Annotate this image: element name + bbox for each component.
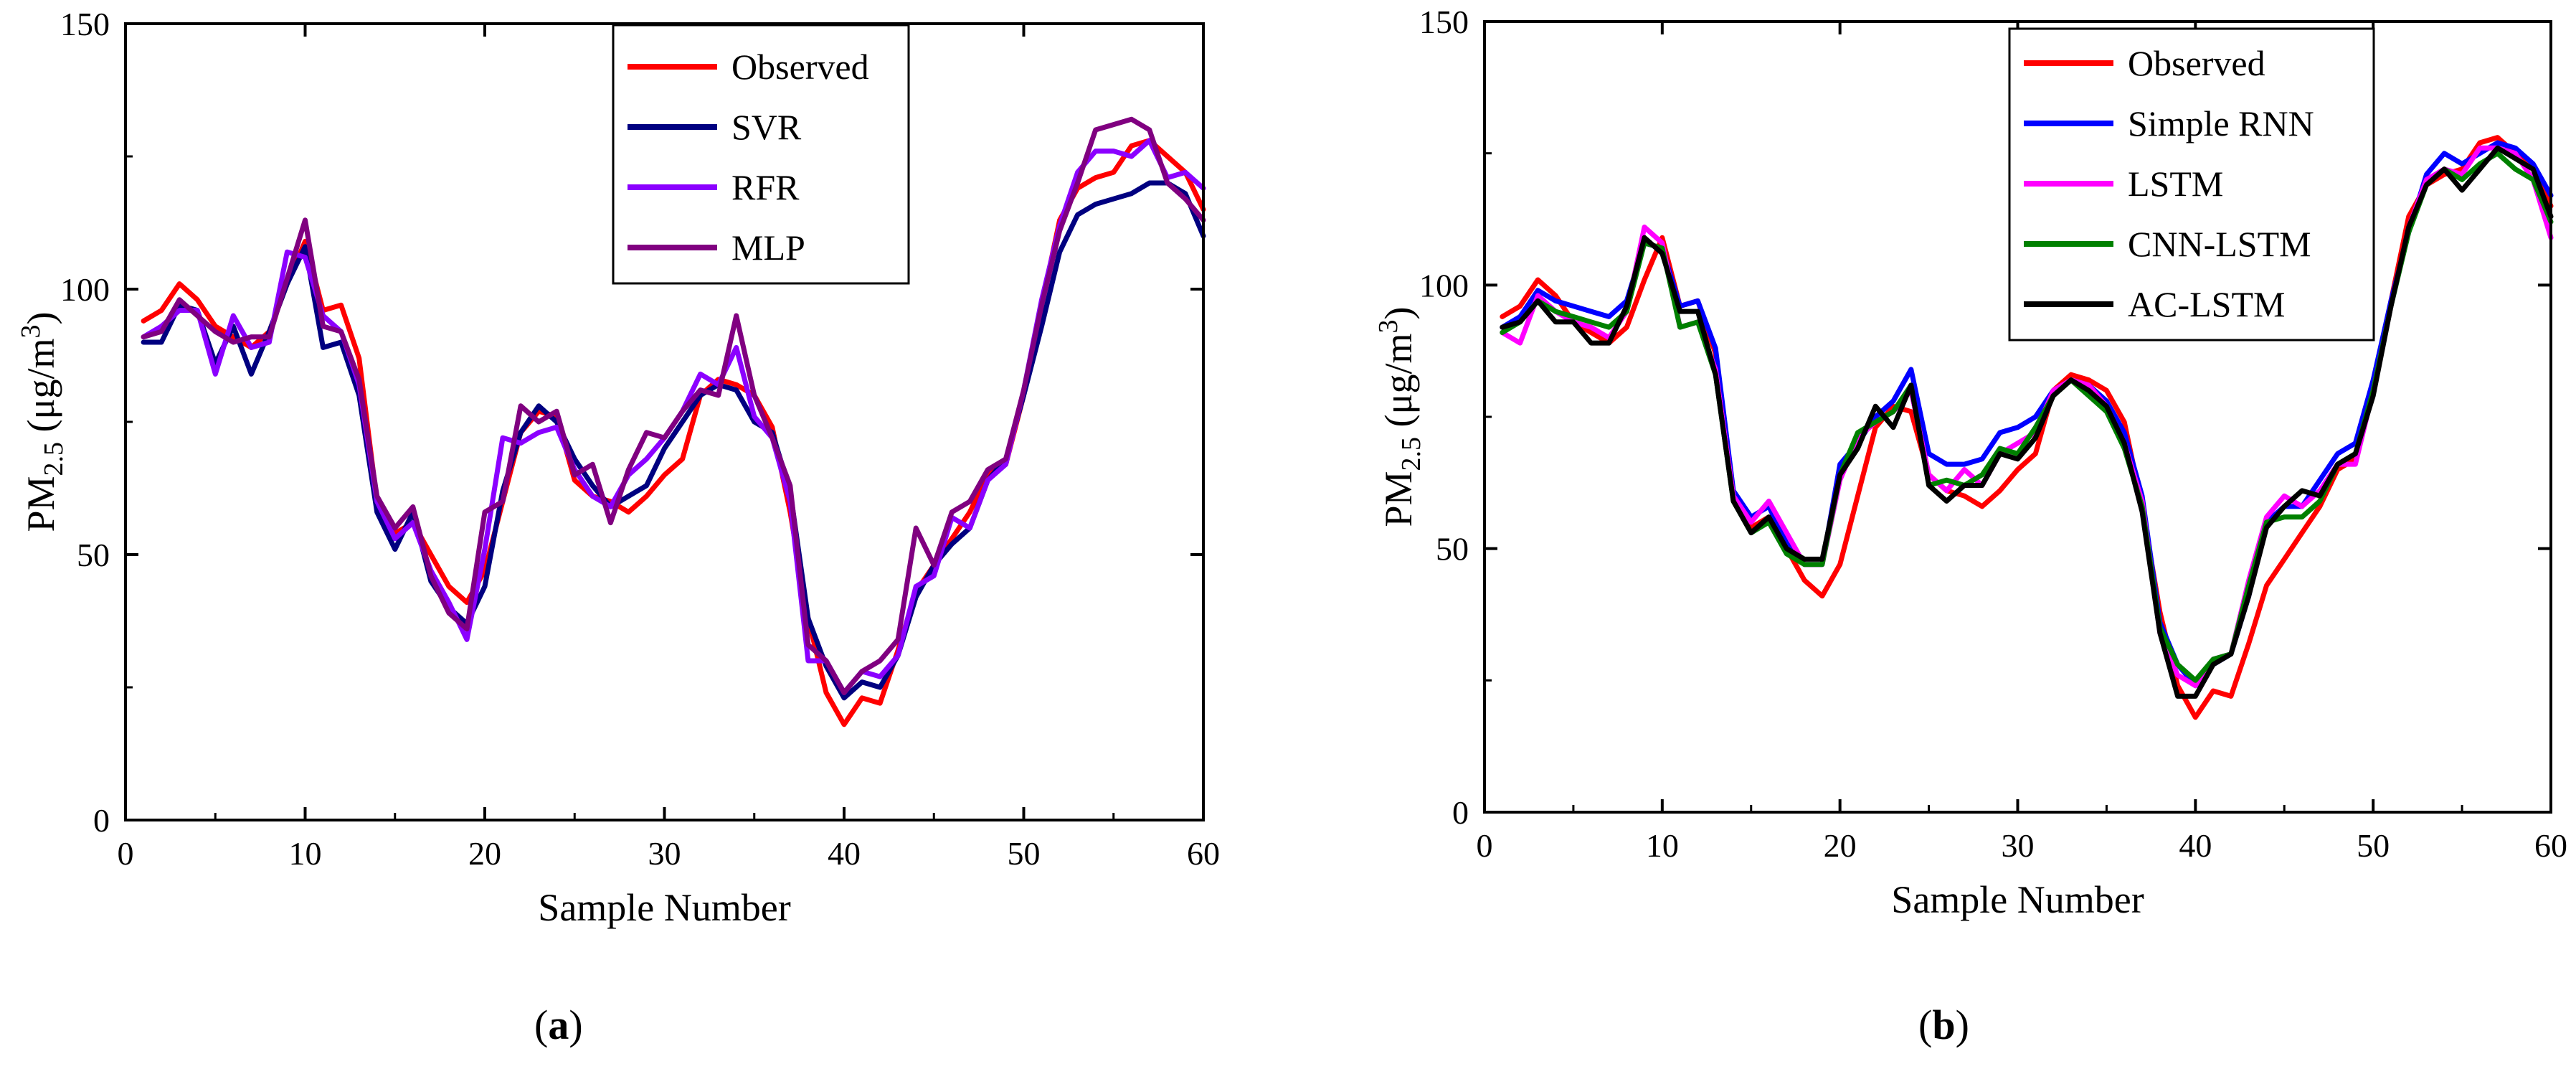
legend-label-rfr: RFR bbox=[731, 167, 800, 207]
panel-label-a-letter: a bbox=[548, 1002, 569, 1048]
chart-a: 0 10 20 30 40 50 60 Sample Number 0 50 100 150 PM2.5… bbox=[16, 6, 1220, 929]
y-axis-label-sup: 3 bbox=[16, 324, 46, 338]
x-axis: 0 10 20 30 40 50 60 Sample Number bbox=[1477, 22, 2567, 921]
x-tick-label: 50 bbox=[2357, 827, 2390, 864]
series-line-mlp bbox=[141, 116, 1206, 695]
y-tick-label: 100 bbox=[60, 271, 110, 308]
legend-label-cnn-lstm: CNN-LSTM bbox=[2128, 224, 2311, 264]
x-tick-label: 0 bbox=[118, 835, 134, 872]
y-tick-label: 0 bbox=[1452, 794, 1469, 831]
x-tick-label: 60 bbox=[2534, 827, 2567, 864]
legend-label-ac-lstm: AC-LSTM bbox=[2128, 284, 2285, 324]
panel-label-b: (b) bbox=[1918, 1001, 1969, 1049]
x-tick-label: 40 bbox=[828, 835, 861, 872]
x-axis: 0 10 20 30 40 50 60 Sample Number bbox=[118, 24, 1220, 929]
panel-label-b-open: ( bbox=[1918, 1002, 1933, 1048]
y-axis-label-main: PM bbox=[19, 476, 62, 532]
legend: Observed Simple RNN LSTM CNN-LSTM AC-LSTM bbox=[2008, 27, 2375, 342]
x-tick-label: 20 bbox=[1824, 827, 1857, 864]
y-axis: 0 50 100 150 PM2.5 (μg/m3) bbox=[16, 6, 1203, 839]
legend-label-observed: Observed bbox=[731, 47, 869, 87]
y-axis-label-sub: 2.5 bbox=[1396, 437, 1426, 471]
legend-label-lstm: LSTM bbox=[2128, 164, 2223, 204]
x-tick-label: 10 bbox=[289, 835, 322, 872]
legend-label-simple-rnn: Simple RNN bbox=[2128, 103, 2314, 143]
series-group-a bbox=[141, 116, 1206, 727]
y-tick-label: 150 bbox=[60, 6, 110, 42]
x-tick-label: 10 bbox=[1646, 827, 1679, 864]
legend-label-mlp: MLP bbox=[731, 227, 805, 268]
y-axis-label-sub: 2.5 bbox=[39, 442, 69, 476]
y-axis-label: PM2.5 (μg/m3) bbox=[1373, 307, 1426, 527]
legend: Observed SVR RFR MLP bbox=[612, 24, 910, 285]
x-tick-label: 20 bbox=[468, 835, 501, 872]
y-axis-label: PM2.5 (μg/m3) bbox=[16, 312, 69, 532]
series-line-ac-lstm bbox=[1500, 145, 2554, 699]
series-group-b bbox=[1500, 135, 2554, 720]
legend-label-svr: SVR bbox=[731, 107, 802, 147]
y-axis-label-sup: 3 bbox=[1373, 319, 1403, 333]
x-tick-label: 40 bbox=[2179, 827, 2212, 864]
panel-label-a-close: ) bbox=[569, 1002, 583, 1048]
x-tick-label: 0 bbox=[1477, 827, 1493, 864]
y-tick-label: 0 bbox=[93, 802, 110, 839]
x-axis-label: Sample Number bbox=[1891, 878, 2144, 921]
y-axis-label-close: ) bbox=[1377, 307, 1420, 320]
legend-label-observed: Observed bbox=[2128, 43, 2265, 83]
y-tick-label: 100 bbox=[1419, 267, 1469, 303]
x-tick-label: 60 bbox=[1187, 835, 1220, 872]
panel-label-b-letter: b bbox=[1932, 1002, 1956, 1048]
x-tick-label: 50 bbox=[1008, 835, 1041, 872]
panel-label-a: (a) bbox=[534, 1001, 583, 1049]
y-axis-label-main: PM bbox=[1377, 471, 1420, 527]
y-axis-label-unit: (μg/m bbox=[19, 338, 62, 441]
y-tick-label: 50 bbox=[77, 537, 110, 573]
x-tick-label: 30 bbox=[648, 835, 681, 872]
y-axis-label-close: ) bbox=[19, 312, 62, 325]
panel-label-b-close: ) bbox=[1955, 1002, 1969, 1048]
y-axis-label-unit: (μg/m bbox=[1377, 333, 1420, 436]
y-axis: 0 50 100 150 PM2.5 (μg/m3) bbox=[1373, 4, 2551, 831]
y-tick-label: 50 bbox=[1436, 531, 1469, 568]
x-tick-label: 30 bbox=[2002, 827, 2035, 864]
x-axis-label: Sample Number bbox=[538, 886, 790, 929]
panel-label-a-open: ( bbox=[534, 1002, 549, 1048]
chart-b: 0 10 20 30 40 50 60 Sample Number 0 50 100 150 PM2.5… bbox=[1373, 4, 2567, 921]
y-tick-label: 150 bbox=[1419, 4, 1469, 40]
